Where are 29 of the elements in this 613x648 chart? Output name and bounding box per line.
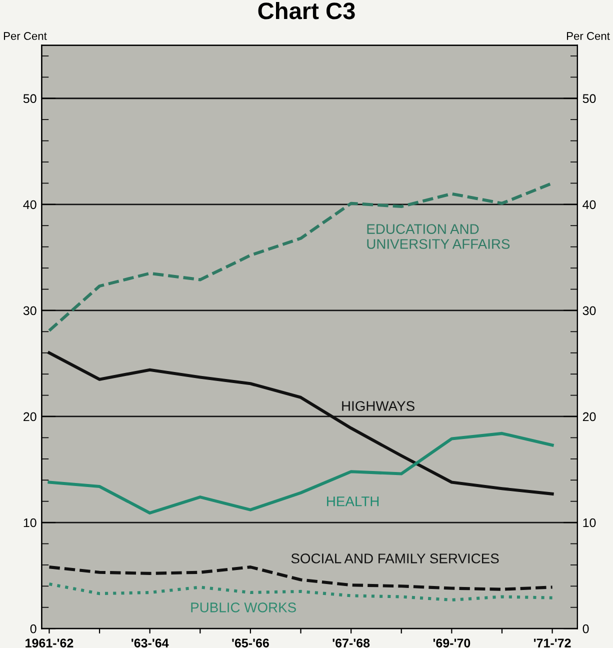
y2-tick-label: 20: [582, 412, 596, 422]
series-label: SOCIAL AND FAMILY SERVICES: [291, 554, 499, 564]
x-tick-label: '67-'68: [332, 638, 370, 648]
line-series: [48, 582, 554, 602]
series-label: EDUCATION AND UNIVERSITY AFFAIRS: [367, 224, 510, 249]
y-tick-label: 0: [30, 624, 36, 634]
y2-tick-label: 50: [582, 94, 596, 104]
line-series: [48, 566, 554, 591]
y-tick-label: 20: [24, 412, 36, 422]
x-tick-label: '65-'66: [232, 638, 269, 648]
x-tick-label: '69-'70: [433, 638, 470, 648]
y2-tick-label: 0: [582, 624, 589, 634]
x-tick-label: 1961-'62: [26, 638, 74, 648]
y2-tick-label: 10: [583, 518, 596, 528]
y-tick-label: 50: [23, 94, 36, 104]
y2-axis-title: Per Cent: [567, 32, 610, 40]
x-tick-label: '71-'72: [534, 638, 571, 648]
x-tick-label: '63-'64: [132, 638, 169, 648]
y-tick-label: 30: [23, 306, 36, 316]
series-label: PUBLIC WORKS: [191, 602, 296, 612]
series-label: HEALTH: [327, 496, 379, 506]
chart-title: Chart C3: [258, 2, 355, 20]
y2-tick-label: 30: [582, 306, 596, 316]
y2-tick-label: 40: [582, 200, 596, 210]
line-series: [48, 432, 554, 515]
y-tick-label: 40: [23, 200, 36, 210]
y-axis-title: Per Cent: [4, 32, 47, 40]
y-tick-label: 10: [24, 518, 36, 528]
series-label: HIGHWAYS: [342, 401, 414, 411]
